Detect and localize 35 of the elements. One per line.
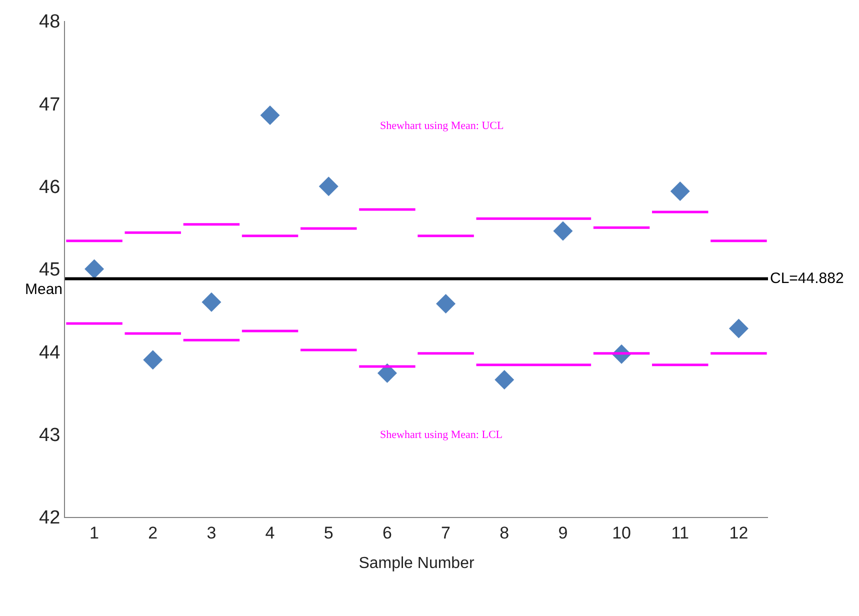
point <box>318 176 338 196</box>
x-tick-label: 9 <box>558 523 568 542</box>
y-tick-label: 46 <box>39 176 60 198</box>
x-tick-label: 2 <box>148 523 158 542</box>
x-tick-label: 8 <box>500 523 510 542</box>
point <box>728 318 748 338</box>
point <box>436 294 456 314</box>
y-tick-label: 48 <box>39 12 60 33</box>
point <box>670 182 690 202</box>
point <box>202 292 222 312</box>
point <box>494 370 514 390</box>
x-tick-label: 3 <box>206 523 216 542</box>
ref-line-label: CL=44.882 <box>770 270 844 287</box>
annotation: Shewhart using Mean: UCL <box>380 120 504 132</box>
x-tick-label: 4 <box>265 523 275 542</box>
point <box>84 259 104 279</box>
x-tick-label: 6 <box>382 523 392 542</box>
x-tick-label: 11 <box>671 523 689 542</box>
y-tick-label: 45 <box>39 260 60 281</box>
point <box>377 363 397 383</box>
x-tick-label: 10 <box>612 523 631 542</box>
y-tick-label: 42 <box>39 508 60 529</box>
x-tick-label: 7 <box>441 523 451 542</box>
y-tick-label: 43 <box>39 424 60 446</box>
y-tick-label: 44 <box>39 342 61 364</box>
point <box>260 105 280 125</box>
y-tick-label: 47 <box>39 94 60 116</box>
x-tick-label: 12 <box>729 523 748 542</box>
annotation: Shewhart using Mean: LCL <box>380 429 503 441</box>
x-axis-title: Sample Number <box>358 555 475 572</box>
x-tick-label: 1 <box>90 523 100 542</box>
point <box>553 221 573 241</box>
x-tick-label: 5 <box>324 523 334 542</box>
point <box>143 350 163 370</box>
text: Mean <box>25 281 63 298</box>
